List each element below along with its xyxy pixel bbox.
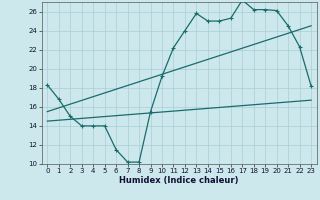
X-axis label: Humidex (Indice chaleur): Humidex (Indice chaleur) — [119, 176, 239, 185]
